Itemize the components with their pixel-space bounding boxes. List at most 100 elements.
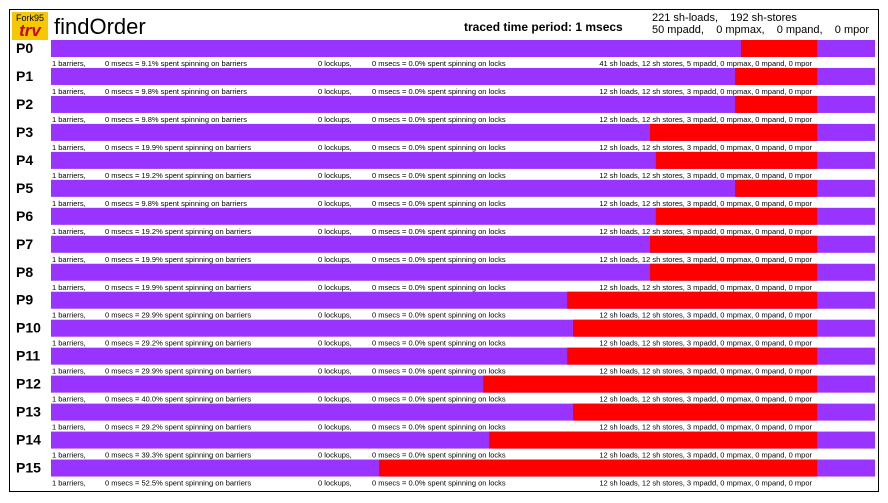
barrier-count: 1 barriers, <box>52 227 86 236</box>
processor-label: P12 <box>16 376 41 392</box>
processor-label: P13 <box>16 404 41 420</box>
lock-time: 0 msecs = 0.0% spent spinning on locks <box>372 311 506 320</box>
lock-time: 0 msecs = 0.0% spent spinning on locks <box>372 87 506 96</box>
barrier-time: 0 msecs = 9.1% spent spinning on barrier… <box>105 59 247 68</box>
lock-time: 0 msecs = 0.0% spent spinning on locks <box>372 143 506 152</box>
barrier-count: 1 barriers, <box>52 87 86 96</box>
barrier-count: 1 barriers, <box>52 59 86 68</box>
lock-time: 0 msecs = 0.0% spent spinning on locks <box>372 59 506 68</box>
barrier-segment-p1 <box>735 67 818 85</box>
processor-label: P15 <box>16 460 41 476</box>
work-bar-p0 <box>51 40 875 57</box>
barrier-count: 1 barriers, <box>52 171 86 180</box>
barrier-time: 0 msecs = 29.2% spent spinning on barrie… <box>105 339 251 348</box>
shared-memory-stats: 12 sh loads, 12 sh stores, 3 mpadd, 0 mp… <box>599 339 812 348</box>
lock-time: 0 msecs = 0.0% spent spinning on locks <box>372 339 506 348</box>
lock-time: 0 msecs = 0.0% spent spinning on locks <box>372 227 506 236</box>
lockup-count: 0 lockups, <box>318 227 352 236</box>
work-bar-p5 <box>51 179 875 197</box>
barrier-segment-p6 <box>655 207 818 225</box>
lockup-count: 0 lockups, <box>318 339 352 348</box>
barrier-count: 1 barriers, <box>52 311 86 320</box>
lock-time: 0 msecs = 0.0% spent spinning on locks <box>372 199 506 208</box>
lockup-count: 0 lockups, <box>318 115 352 124</box>
barrier-time: 0 msecs = 29.9% spent spinning on barrie… <box>105 311 251 320</box>
barrier-time: 0 msecs = 29.9% spent spinning on barrie… <box>105 367 251 376</box>
barrier-time: 0 msecs = 9.8% spent spinning on barrier… <box>105 115 247 124</box>
processor-label: P14 <box>16 432 41 448</box>
barrier-time: 0 msecs = 19.9% spent spinning on barrie… <box>105 283 251 292</box>
lockup-count: 0 lockups, <box>318 311 352 320</box>
lock-time: 0 msecs = 0.0% spent spinning on locks <box>372 367 506 376</box>
lockup-count: 0 lockups, <box>318 479 352 488</box>
lock-time: 0 msecs = 0.0% spent spinning on locks <box>372 115 506 124</box>
traced-period: traced time period: 1 msecs <box>464 20 623 34</box>
barrier-time: 0 msecs = 52.5% spent spinning on barrie… <box>105 479 251 488</box>
processor-label: P5 <box>16 180 33 196</box>
shared-memory-stats: 12 sh loads, 12 sh stores, 3 mpadd, 0 mp… <box>599 143 812 152</box>
processor-label: P10 <box>16 320 41 336</box>
processor-label: P0 <box>16 40 33 56</box>
lockup-count: 0 lockups, <box>318 423 352 432</box>
shared-memory-stats: 12 sh loads, 12 sh stores, 3 mpadd, 0 mp… <box>599 283 812 292</box>
fork95-logo: Fork95 trv <box>12 12 48 40</box>
shared-memory-stats: 12 sh loads, 12 sh stores, 3 mpadd, 0 mp… <box>599 87 812 96</box>
barrier-count: 1 barriers, <box>52 479 86 488</box>
barrier-segment-p10 <box>573 319 818 337</box>
lockup-count: 0 lockups, <box>318 199 352 208</box>
lock-time: 0 msecs = 0.0% spent spinning on locks <box>372 171 506 180</box>
barrier-segment-p5 <box>735 179 818 197</box>
processor-label: P11 <box>16 348 40 364</box>
barrier-count: 1 barriers, <box>52 115 86 124</box>
barrier-segment-p13 <box>573 403 818 421</box>
logo-top-text: Fork95 <box>15 13 44 23</box>
shared-memory-stats: 12 sh loads, 12 sh stores, 3 mpadd, 0 mp… <box>599 115 812 124</box>
totals-line-1: 221 sh-loads, 192 sh-stores <box>652 12 797 24</box>
lock-time: 0 msecs = 0.0% spent spinning on locks <box>372 423 506 432</box>
processor-label: P3 <box>16 124 33 140</box>
program-title: findOrder <box>54 14 146 39</box>
shared-memory-stats: 12 sh loads, 12 sh stores, 3 mpadd, 0 mp… <box>599 227 812 236</box>
barrier-time: 0 msecs = 19.9% spent spinning on barrie… <box>105 143 251 152</box>
barrier-count: 1 barriers, <box>52 451 86 460</box>
lock-time: 0 msecs = 0.0% spent spinning on locks <box>372 395 506 404</box>
barrier-count: 1 barriers, <box>52 423 86 432</box>
shared-memory-stats: 12 sh loads, 12 sh stores, 3 mpadd, 0 mp… <box>599 479 812 488</box>
shared-memory-stats: 12 sh loads, 12 sh stores, 3 mpadd, 0 mp… <box>599 311 812 320</box>
barrier-segment-p7 <box>649 235 818 253</box>
lockup-count: 0 lockups, <box>318 367 352 376</box>
barrier-time: 0 msecs = 19.2% spent spinning on barrie… <box>105 227 251 236</box>
processor-label: P2 <box>16 96 33 112</box>
barrier-time: 0 msecs = 9.8% spent spinning on barrier… <box>105 87 247 96</box>
processor-label: P7 <box>16 236 33 252</box>
barrier-segment-p0 <box>740 40 818 57</box>
barrier-segment-p8 <box>649 263 818 281</box>
barrier-time: 0 msecs = 39.3% spent spinning on barrie… <box>105 451 251 460</box>
barrier-count: 1 barriers, <box>52 283 86 292</box>
barrier-segment-p9 <box>567 291 818 309</box>
barrier-segment-p3 <box>649 123 818 141</box>
barrier-segment-p11 <box>567 347 818 365</box>
processor-label: P1 <box>16 68 33 84</box>
work-bar-p2 <box>51 95 875 113</box>
barrier-count: 1 barriers, <box>52 143 86 152</box>
chart-frame <box>9 9 879 492</box>
totals-line-2: 50 mpadd, 0 mpmax, 0 mpand, 0 mpor <box>652 24 870 36</box>
processor-label: P8 <box>16 264 33 280</box>
barrier-time: 0 msecs = 29.2% spent spinning on barrie… <box>105 423 251 432</box>
barrier-segment-p14 <box>489 431 818 449</box>
processor-label: P6 <box>16 208 33 224</box>
shared-memory-stats: 12 sh loads, 12 sh stores, 3 mpadd, 0 mp… <box>599 451 812 460</box>
barrier-count: 1 barriers, <box>52 255 86 264</box>
barrier-count: 1 barriers, <box>52 339 86 348</box>
lock-time: 0 msecs = 0.0% spent spinning on locks <box>372 451 506 460</box>
barrier-segment-p15 <box>379 459 818 477</box>
barrier-segment-p4 <box>655 151 818 169</box>
lockup-count: 0 lockups, <box>318 171 352 180</box>
lock-time: 0 msecs = 0.0% spent spinning on locks <box>372 283 506 292</box>
lock-time: 0 msecs = 0.0% spent spinning on locks <box>372 255 506 264</box>
barrier-count: 1 barriers, <box>52 395 86 404</box>
barrier-time: 0 msecs = 19.2% spent spinning on barrie… <box>105 171 251 180</box>
barrier-time: 0 msecs = 9.8% spent spinning on barrier… <box>105 199 247 208</box>
